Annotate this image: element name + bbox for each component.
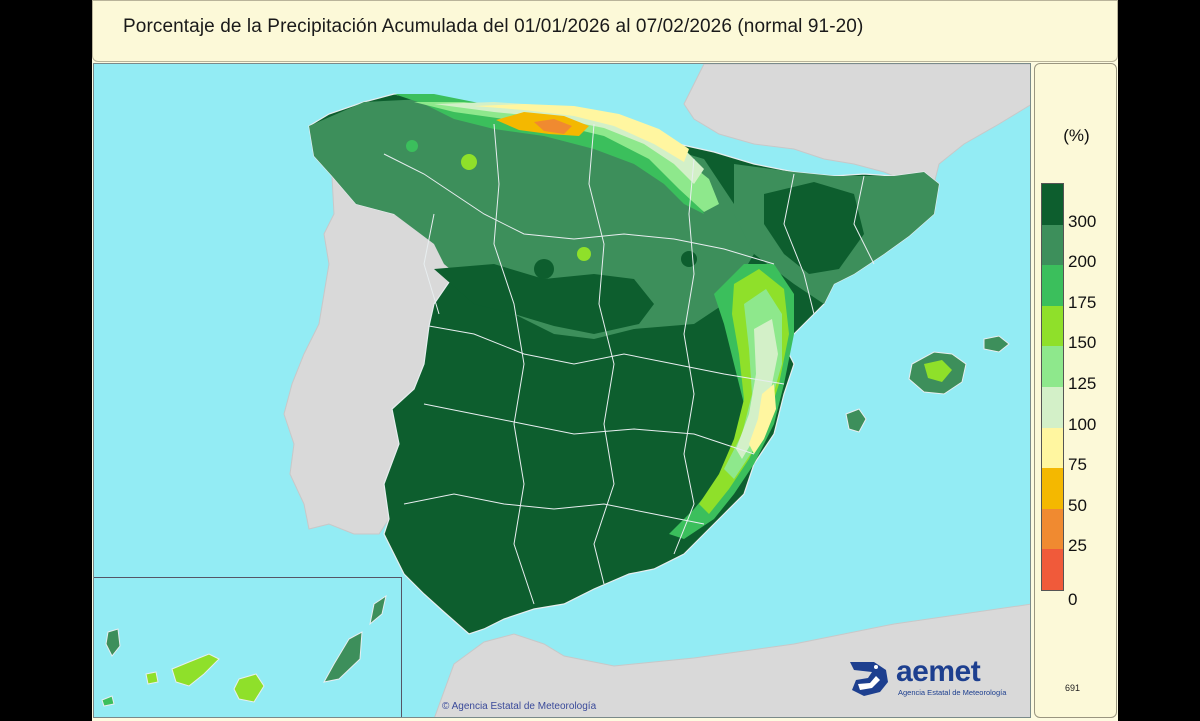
zone-300-spot-2 (681, 251, 697, 267)
menorca (983, 335, 1010, 353)
fuerteventura (323, 631, 363, 683)
canary-inset-frame (94, 577, 402, 717)
france-land (683, 64, 1030, 185)
legend-label-200: 200 (1068, 252, 1097, 272)
zone-175-spot-2 (577, 247, 591, 261)
legend-swatch-200 (1042, 224, 1063, 266)
legend-swatch-25 (1042, 508, 1063, 550)
legend-label-50: 50 (1068, 495, 1087, 515)
zone-300-aragon (764, 182, 864, 274)
legend-panel: (%) 300 200 175 150 125 100 75 50 25 0 691 (1034, 63, 1117, 718)
la-gomera (145, 671, 159, 685)
legend-swatch-125 (1042, 346, 1063, 387)
aemet-logo-text: aemet (896, 655, 981, 688)
aemet-logo: aemet Agencia Estatal de Meteorología (846, 656, 1016, 706)
precipitation-map (101, 64, 1030, 717)
title-bar: Porcentaje de la Precipitación Acumulada… (92, 0, 1118, 62)
zone-75-east (749, 384, 776, 454)
legend-swatch-175 (1042, 265, 1063, 306)
el-hierro (101, 695, 115, 707)
la-palma (105, 628, 121, 657)
legend-swatch-75 (1042, 427, 1063, 469)
copyright-text: © Agencia Estatal de Meteorología (442, 701, 597, 712)
legend-swatch-0 (1042, 549, 1063, 590)
legend-swatch-150 (1042, 305, 1063, 347)
zone-175-spot-1 (461, 154, 477, 170)
legend-label-125: 125 (1068, 374, 1097, 393)
mallorca-light (924, 360, 952, 382)
legend-label-100: 100 (1068, 414, 1097, 434)
legend-swatch-100 (1042, 387, 1063, 428)
legend-unit: (%) (1063, 126, 1090, 145)
zone-300-spot (534, 259, 554, 279)
aemet-logo-subtitle: Agencia Estatal de Meteorología (898, 688, 1007, 697)
legend-label-0: 0 (1068, 590, 1078, 609)
gran-canaria (233, 673, 265, 703)
legend-label-75: 75 (1068, 455, 1087, 475)
map-title: Porcentaje de la Precipitación Acumulada… (123, 16, 864, 37)
map-code: 691 (1065, 683, 1081, 693)
legend-label-300: 300 (1068, 211, 1097, 231)
legend-label-175: 175 (1068, 292, 1097, 312)
ibiza (845, 408, 867, 433)
zone-75-north (474, 104, 689, 162)
legend-swatch-300 (1042, 184, 1063, 225)
zone-175-spot-3 (406, 140, 418, 152)
legend-label-150: 150 (1068, 333, 1097, 353)
zone-100-east (736, 319, 778, 459)
aemet-logo-icon (850, 662, 888, 696)
lanzarote (369, 594, 387, 626)
legend-color-bar (1041, 183, 1064, 591)
zone-300-center (434, 264, 654, 334)
zone-25-north (534, 119, 572, 134)
map-panel: aemet Agencia Estatal de Meteorología © … (93, 63, 1031, 718)
legend-swatch-50 (1042, 468, 1063, 509)
tenerife (171, 653, 220, 687)
province-boundaries (383, 123, 875, 605)
legend-label-25: 25 (1068, 536, 1087, 556)
